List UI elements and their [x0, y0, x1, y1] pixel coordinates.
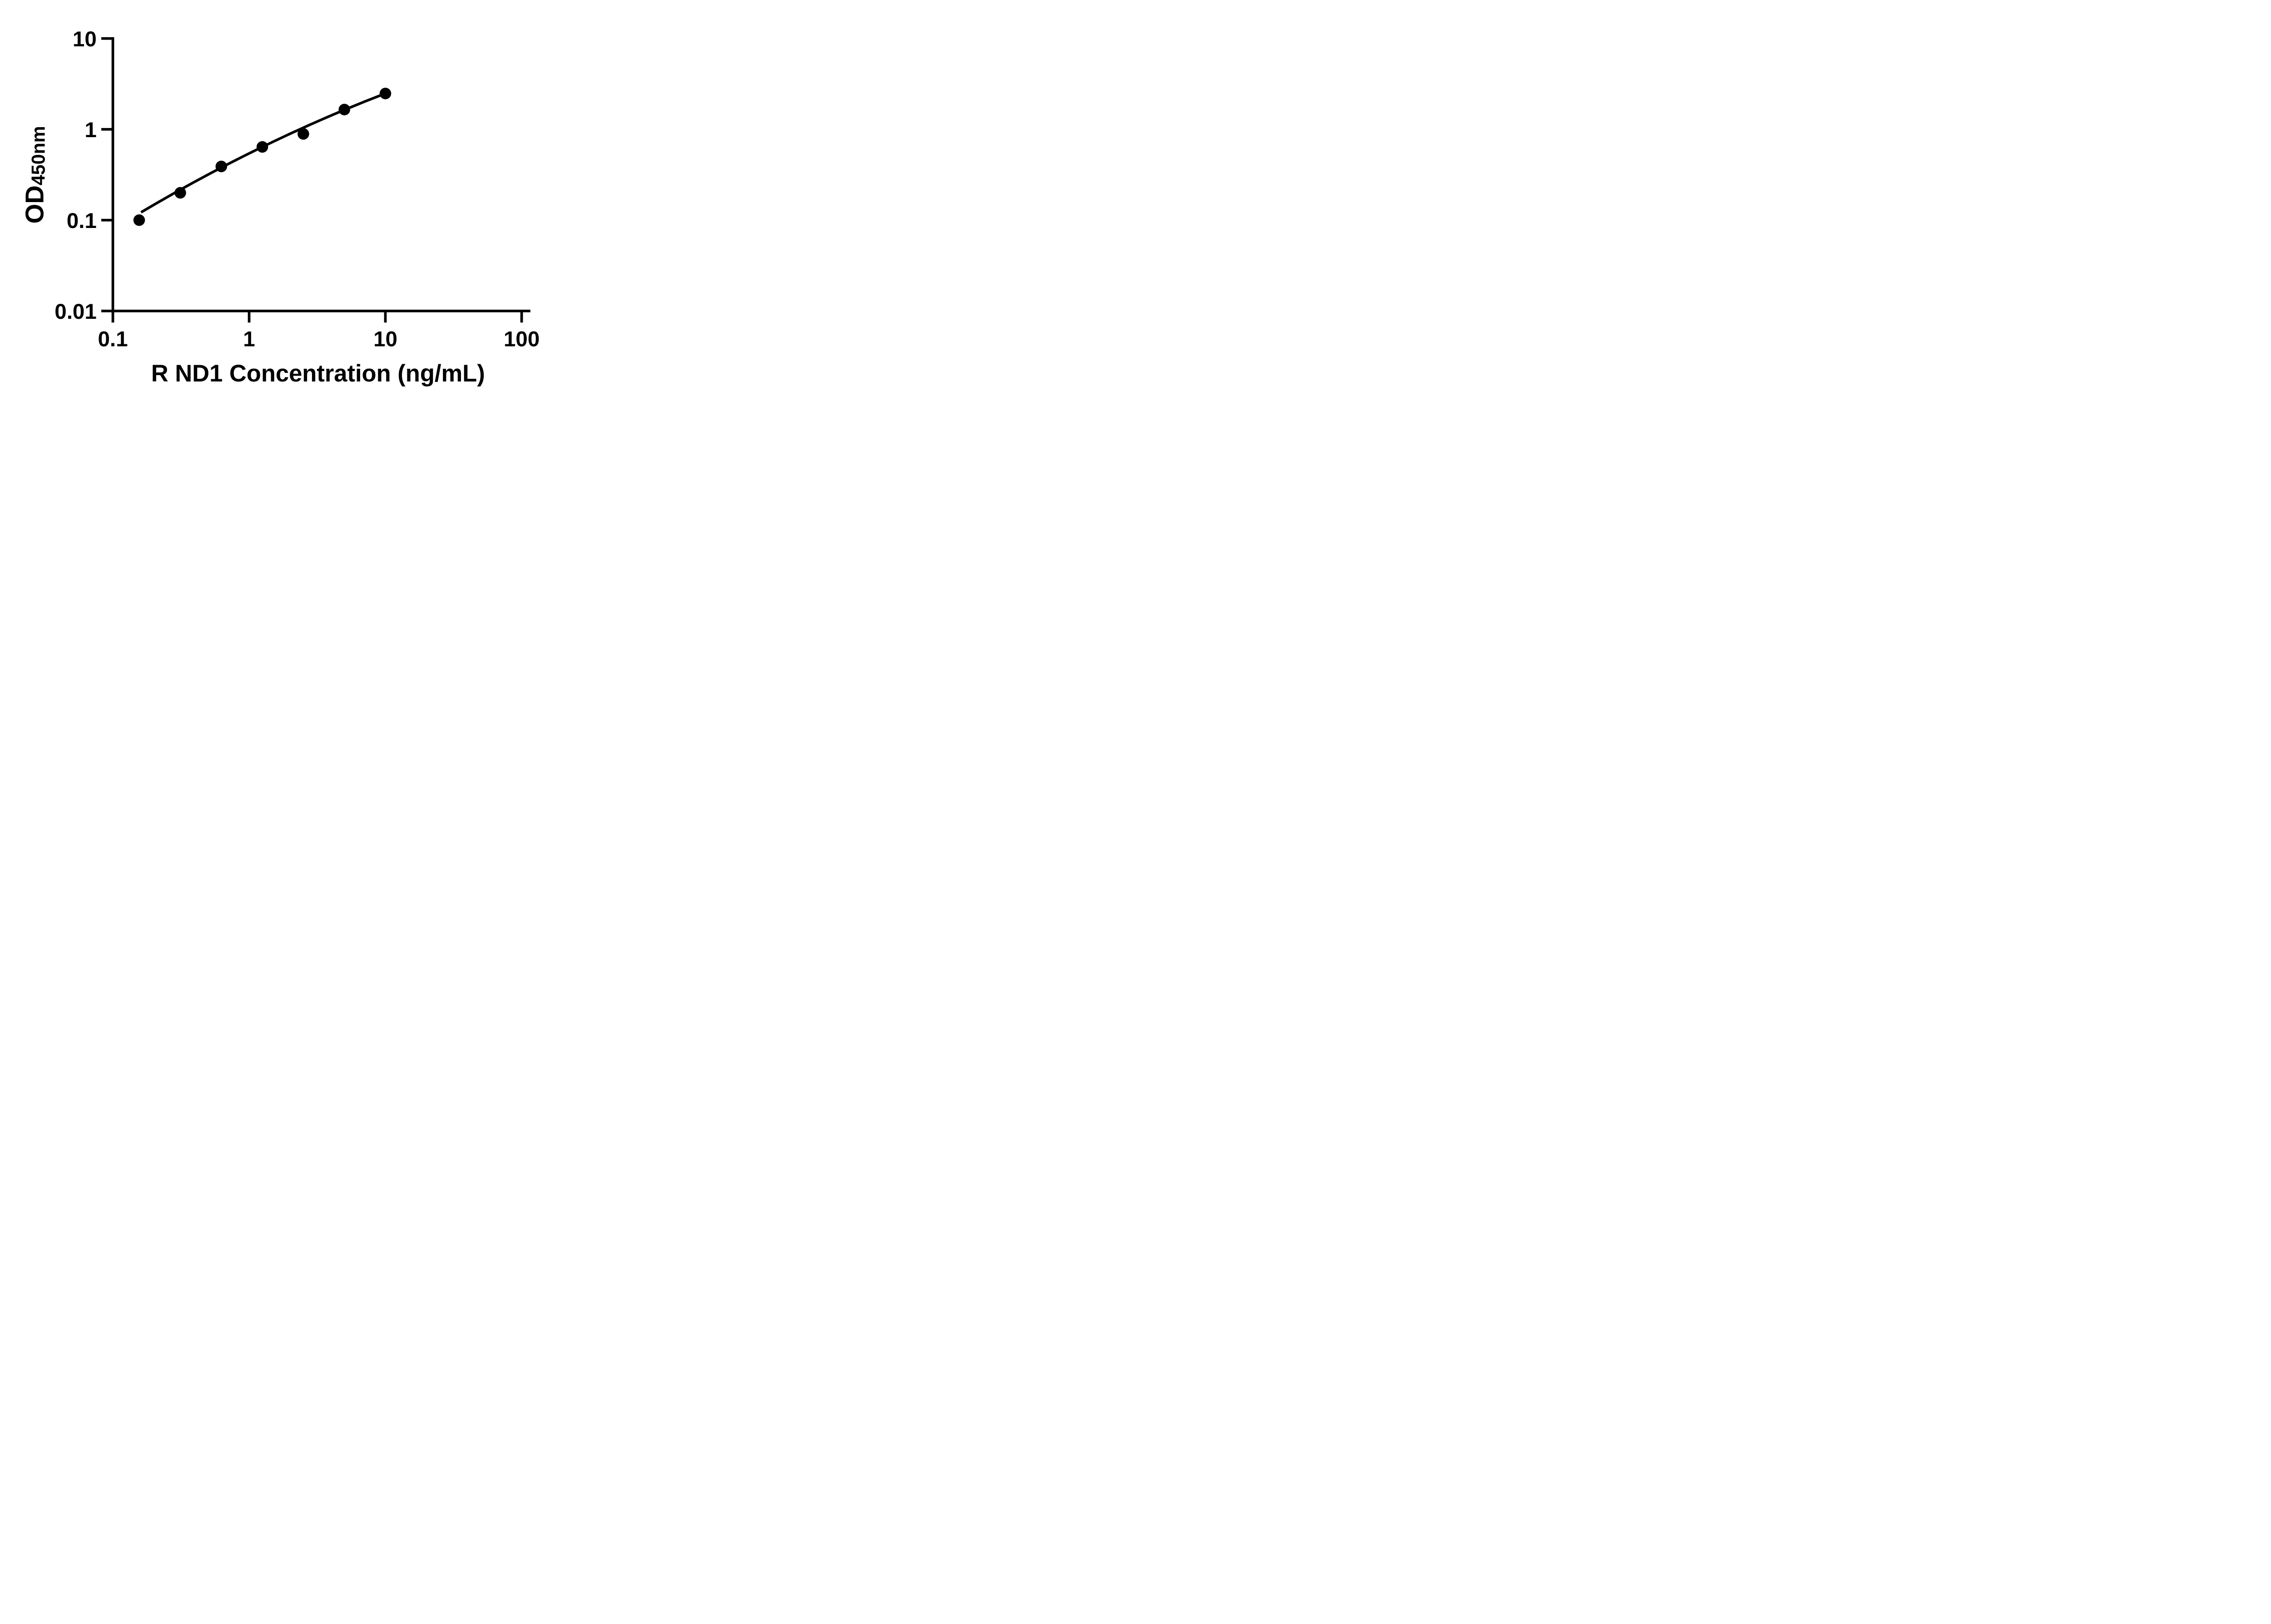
x-tick-label: 0.1	[98, 327, 128, 352]
x-tick-label: 1	[243, 327, 255, 352]
y-tick-label: 10	[73, 27, 97, 51]
data-points	[133, 88, 392, 226]
data-point	[215, 160, 228, 173]
data-point	[174, 187, 186, 199]
y-tick-label: 0.1	[67, 209, 97, 233]
data-point	[338, 104, 350, 115]
data-point	[298, 128, 309, 140]
y-axis-title: OD450nm	[20, 126, 49, 223]
x-tick-label: 10	[373, 327, 397, 352]
y-axis: 10 1 0.1 0.01	[55, 27, 114, 324]
y-axis-title-main: OD	[20, 185, 49, 223]
y-ticks	[101, 37, 113, 312]
y-tick-label: 1	[84, 118, 96, 142]
x-tick-label: 100	[504, 327, 540, 352]
data-point	[256, 141, 268, 153]
y-tick-labels: 10 1 0.1 0.01	[55, 27, 96, 324]
y-axis-title-sub: 450nm	[28, 126, 49, 185]
y-tick-label: 0.01	[55, 300, 96, 324]
x-tick-labels: 0.1 1 10 100	[98, 327, 540, 352]
x-axis-title: R ND1 Concentration (ng/mL)	[151, 360, 485, 387]
standard-curve-figure: 10 1 0.1 0.01 0.1 1 10 100 R ND1 Concentration…	[0, 0, 584, 406]
data-point	[379, 88, 392, 99]
x-ticks	[111, 311, 523, 323]
data-point	[133, 214, 145, 226]
x-axis: 0.1 1 10 100	[98, 309, 540, 352]
